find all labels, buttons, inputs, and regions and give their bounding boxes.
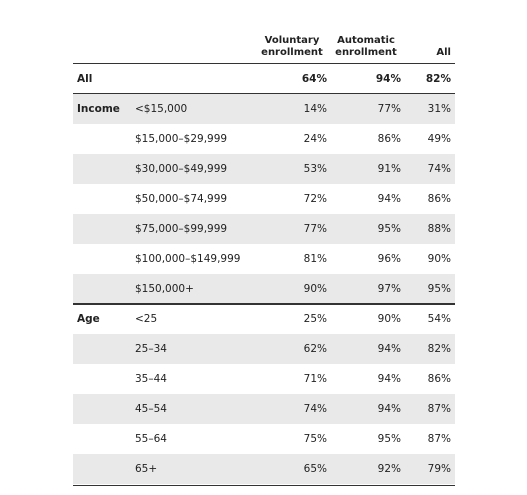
row-label: 55–64 xyxy=(135,433,167,445)
cell-value: 49% xyxy=(427,133,451,145)
column-header: All xyxy=(436,47,451,58)
cell-value: 75% xyxy=(303,433,327,445)
cell-value: 96% xyxy=(377,253,401,265)
cell-value: 74% xyxy=(303,403,327,415)
cell-value: 77% xyxy=(303,223,327,235)
cell-value: 53% xyxy=(303,163,327,175)
row-shade xyxy=(73,214,455,244)
row-label: $100,000–$149,999 xyxy=(135,253,241,265)
cell-value: 24% xyxy=(303,133,327,145)
total-label: All xyxy=(77,73,93,85)
cell-value: 86% xyxy=(427,373,451,385)
total-value: 94% xyxy=(375,73,401,85)
row-label: 45–54 xyxy=(135,403,167,415)
cell-value: 79% xyxy=(427,463,451,475)
cell-value: 82% xyxy=(427,343,451,355)
cell-value: 87% xyxy=(427,403,451,415)
cell-value: 54% xyxy=(427,313,451,325)
row-label: $50,000–$74,999 xyxy=(135,193,228,205)
cell-value: 65% xyxy=(303,463,327,475)
cell-value: 31% xyxy=(427,103,451,115)
total-value: 64% xyxy=(301,73,327,85)
cell-value: 91% xyxy=(377,163,401,175)
row-label: $15,000–$29,999 xyxy=(135,133,228,145)
header-rule xyxy=(73,63,455,64)
row-label: <$15,000 xyxy=(135,103,188,115)
cell-value: 95% xyxy=(377,433,401,445)
row-label: $150,000+ xyxy=(135,283,194,295)
cell-value: 90% xyxy=(427,253,451,265)
cell-value: 62% xyxy=(303,343,327,355)
row-shade xyxy=(73,154,455,184)
cell-value: 94% xyxy=(377,373,401,385)
row-shade xyxy=(73,454,455,484)
cell-value: 95% xyxy=(377,223,401,235)
column-header: Automatic enrollment xyxy=(335,35,397,58)
cell-value: 77% xyxy=(377,103,401,115)
row-shade xyxy=(73,334,455,364)
row-label: $75,000–$99,999 xyxy=(135,223,228,235)
cell-value: 86% xyxy=(377,133,401,145)
cell-value: 94% xyxy=(377,193,401,205)
cell-value: 81% xyxy=(303,253,327,265)
row-label: 25–34 xyxy=(135,343,167,355)
cell-value: 97% xyxy=(377,283,401,295)
cell-value: 88% xyxy=(427,223,451,235)
group-rule xyxy=(73,303,455,305)
cell-value: 71% xyxy=(303,373,327,385)
total-value: 82% xyxy=(425,73,451,85)
row-shade xyxy=(73,394,455,424)
cell-value: 90% xyxy=(303,283,327,295)
column-header: Voluntary enrollment xyxy=(261,35,323,58)
cell-value: 72% xyxy=(303,193,327,205)
bottom-rule xyxy=(73,485,455,486)
cell-value: 90% xyxy=(377,313,401,325)
cell-value: 94% xyxy=(377,403,401,415)
group-label: Income xyxy=(77,103,120,115)
cell-value: 94% xyxy=(377,343,401,355)
cell-value: 95% xyxy=(427,283,451,295)
row-label: 65+ xyxy=(135,463,158,475)
row-label: 35–44 xyxy=(135,373,167,385)
row-label: $30,000–$49,999 xyxy=(135,163,228,175)
row-shade xyxy=(73,94,455,124)
row-label: <25 xyxy=(135,313,158,325)
cell-value: 14% xyxy=(303,103,327,115)
cell-value: 87% xyxy=(427,433,451,445)
cell-value: 74% xyxy=(427,163,451,175)
cell-value: 25% xyxy=(303,313,327,325)
cell-value: 86% xyxy=(427,193,451,205)
cell-value: 92% xyxy=(377,463,401,475)
row-shade xyxy=(73,274,455,304)
group-label: Age xyxy=(77,313,100,325)
